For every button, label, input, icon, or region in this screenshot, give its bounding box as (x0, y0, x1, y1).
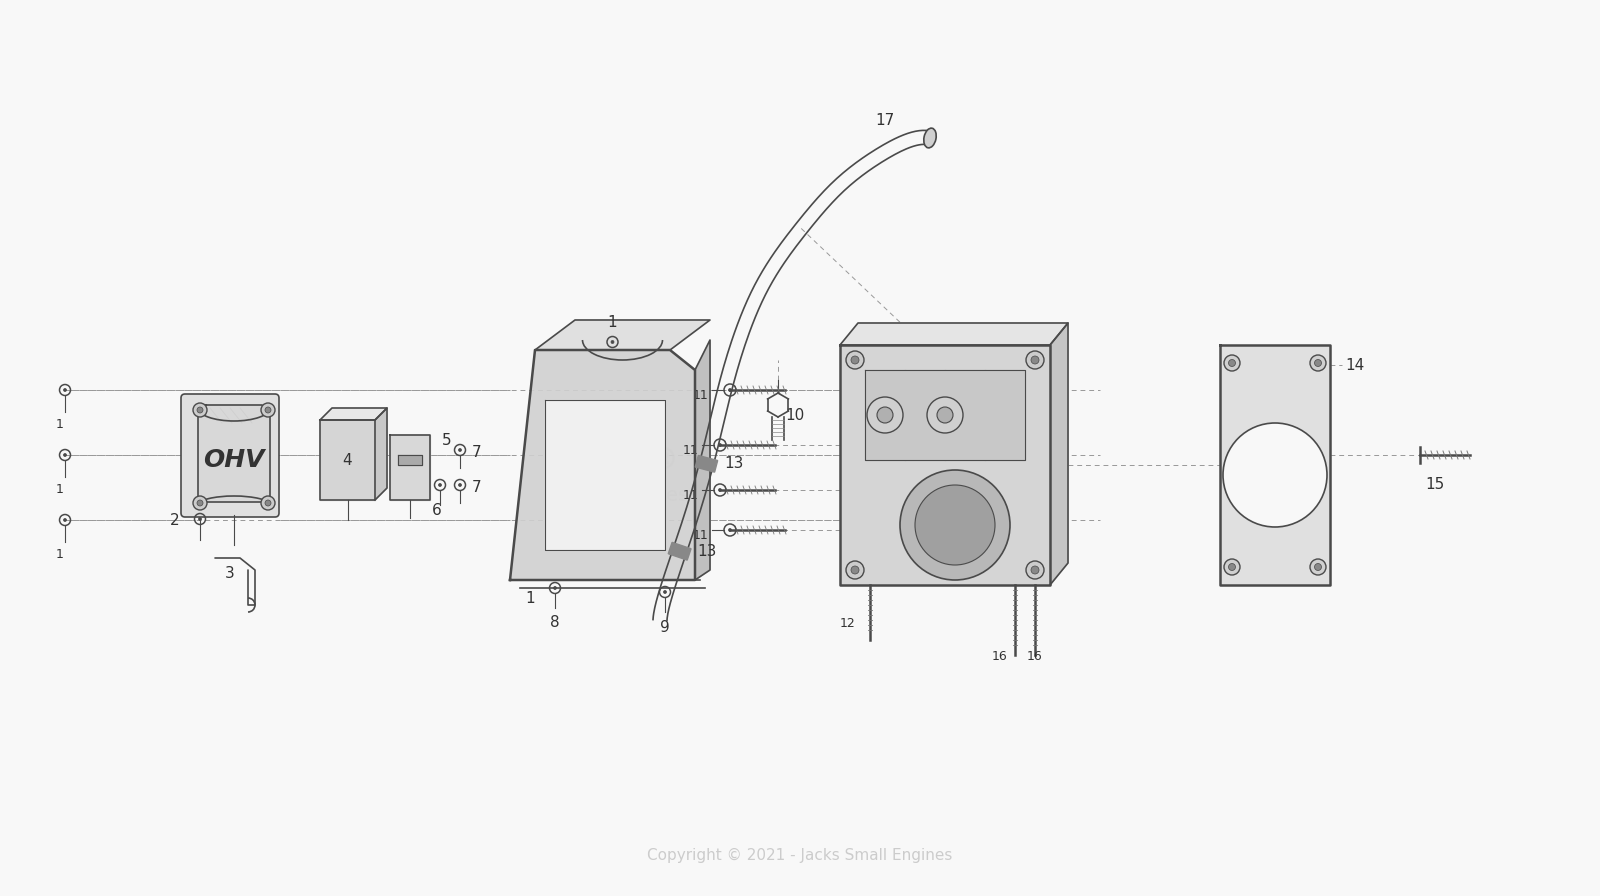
Circle shape (554, 587, 557, 590)
Circle shape (915, 485, 995, 565)
Text: OHV: OHV (203, 448, 264, 472)
FancyBboxPatch shape (181, 394, 278, 517)
Text: 7: 7 (472, 479, 482, 495)
Circle shape (1222, 423, 1326, 527)
Circle shape (197, 407, 203, 413)
Circle shape (1026, 561, 1043, 579)
Polygon shape (1050, 323, 1069, 585)
Text: 9: 9 (661, 620, 670, 635)
Circle shape (1310, 559, 1326, 575)
Text: 1: 1 (56, 548, 64, 561)
Text: Small Engines: Small Engines (552, 486, 688, 504)
Text: 8: 8 (550, 615, 560, 630)
Circle shape (198, 518, 202, 521)
Text: Jacks®: Jacks® (560, 445, 680, 475)
Circle shape (1315, 359, 1322, 366)
Circle shape (194, 496, 206, 510)
Circle shape (64, 389, 67, 392)
Text: 15: 15 (1426, 477, 1445, 492)
Text: 1: 1 (525, 590, 534, 606)
Circle shape (938, 407, 954, 423)
Polygon shape (198, 405, 270, 502)
Circle shape (459, 484, 461, 487)
Circle shape (1026, 351, 1043, 369)
Text: 1: 1 (608, 315, 618, 330)
Circle shape (718, 488, 722, 492)
Text: 12: 12 (840, 616, 854, 630)
Circle shape (664, 590, 667, 593)
Circle shape (926, 397, 963, 433)
Circle shape (851, 566, 859, 574)
Text: 1: 1 (56, 418, 64, 431)
Circle shape (899, 470, 1010, 580)
Polygon shape (866, 370, 1026, 460)
Polygon shape (696, 455, 718, 472)
Circle shape (197, 500, 203, 506)
Text: 7: 7 (472, 444, 482, 460)
Circle shape (64, 453, 67, 456)
Polygon shape (1221, 345, 1330, 585)
Text: 6: 6 (432, 503, 442, 518)
Text: 11: 11 (693, 389, 709, 401)
Circle shape (728, 389, 731, 392)
Text: 13: 13 (698, 544, 717, 559)
Polygon shape (374, 408, 387, 500)
Circle shape (438, 484, 442, 487)
Text: 1: 1 (56, 483, 64, 496)
Polygon shape (398, 455, 422, 465)
Circle shape (266, 407, 270, 413)
Circle shape (1224, 559, 1240, 575)
Polygon shape (510, 350, 694, 580)
Circle shape (851, 356, 859, 364)
Text: 10: 10 (786, 408, 805, 423)
Text: 11: 11 (682, 444, 698, 456)
Text: 17: 17 (875, 113, 894, 127)
Circle shape (718, 444, 722, 446)
Text: 4: 4 (342, 452, 352, 468)
Text: 16: 16 (1027, 650, 1043, 663)
Circle shape (1229, 564, 1235, 571)
Circle shape (194, 403, 206, 417)
Circle shape (1030, 356, 1038, 364)
Circle shape (64, 519, 67, 521)
Text: 14: 14 (1346, 358, 1365, 373)
Circle shape (459, 449, 461, 452)
Ellipse shape (923, 128, 936, 148)
Circle shape (266, 500, 270, 506)
Circle shape (1315, 564, 1322, 571)
Polygon shape (840, 345, 1050, 585)
Circle shape (877, 407, 893, 423)
Polygon shape (390, 435, 430, 500)
Circle shape (846, 351, 864, 369)
Text: Copyright © 2021 - Jacks Small Engines: Copyright © 2021 - Jacks Small Engines (648, 848, 952, 863)
Circle shape (261, 403, 275, 417)
Circle shape (1030, 566, 1038, 574)
Text: 5: 5 (442, 433, 451, 447)
Polygon shape (320, 408, 387, 420)
Polygon shape (840, 323, 1069, 345)
Text: 16: 16 (992, 650, 1008, 663)
Circle shape (728, 529, 731, 531)
Polygon shape (546, 400, 666, 550)
Text: 13: 13 (725, 456, 744, 471)
Circle shape (1224, 355, 1240, 371)
Text: 3: 3 (226, 565, 235, 581)
Text: 11: 11 (693, 529, 709, 541)
Polygon shape (320, 420, 374, 500)
Polygon shape (534, 320, 710, 350)
Polygon shape (669, 542, 691, 560)
Circle shape (611, 340, 614, 343)
Text: 2: 2 (170, 513, 179, 528)
Polygon shape (694, 340, 710, 580)
Text: 11: 11 (682, 488, 698, 502)
Circle shape (1229, 359, 1235, 366)
Circle shape (867, 397, 902, 433)
Circle shape (1310, 355, 1326, 371)
Circle shape (846, 561, 864, 579)
Circle shape (261, 496, 275, 510)
